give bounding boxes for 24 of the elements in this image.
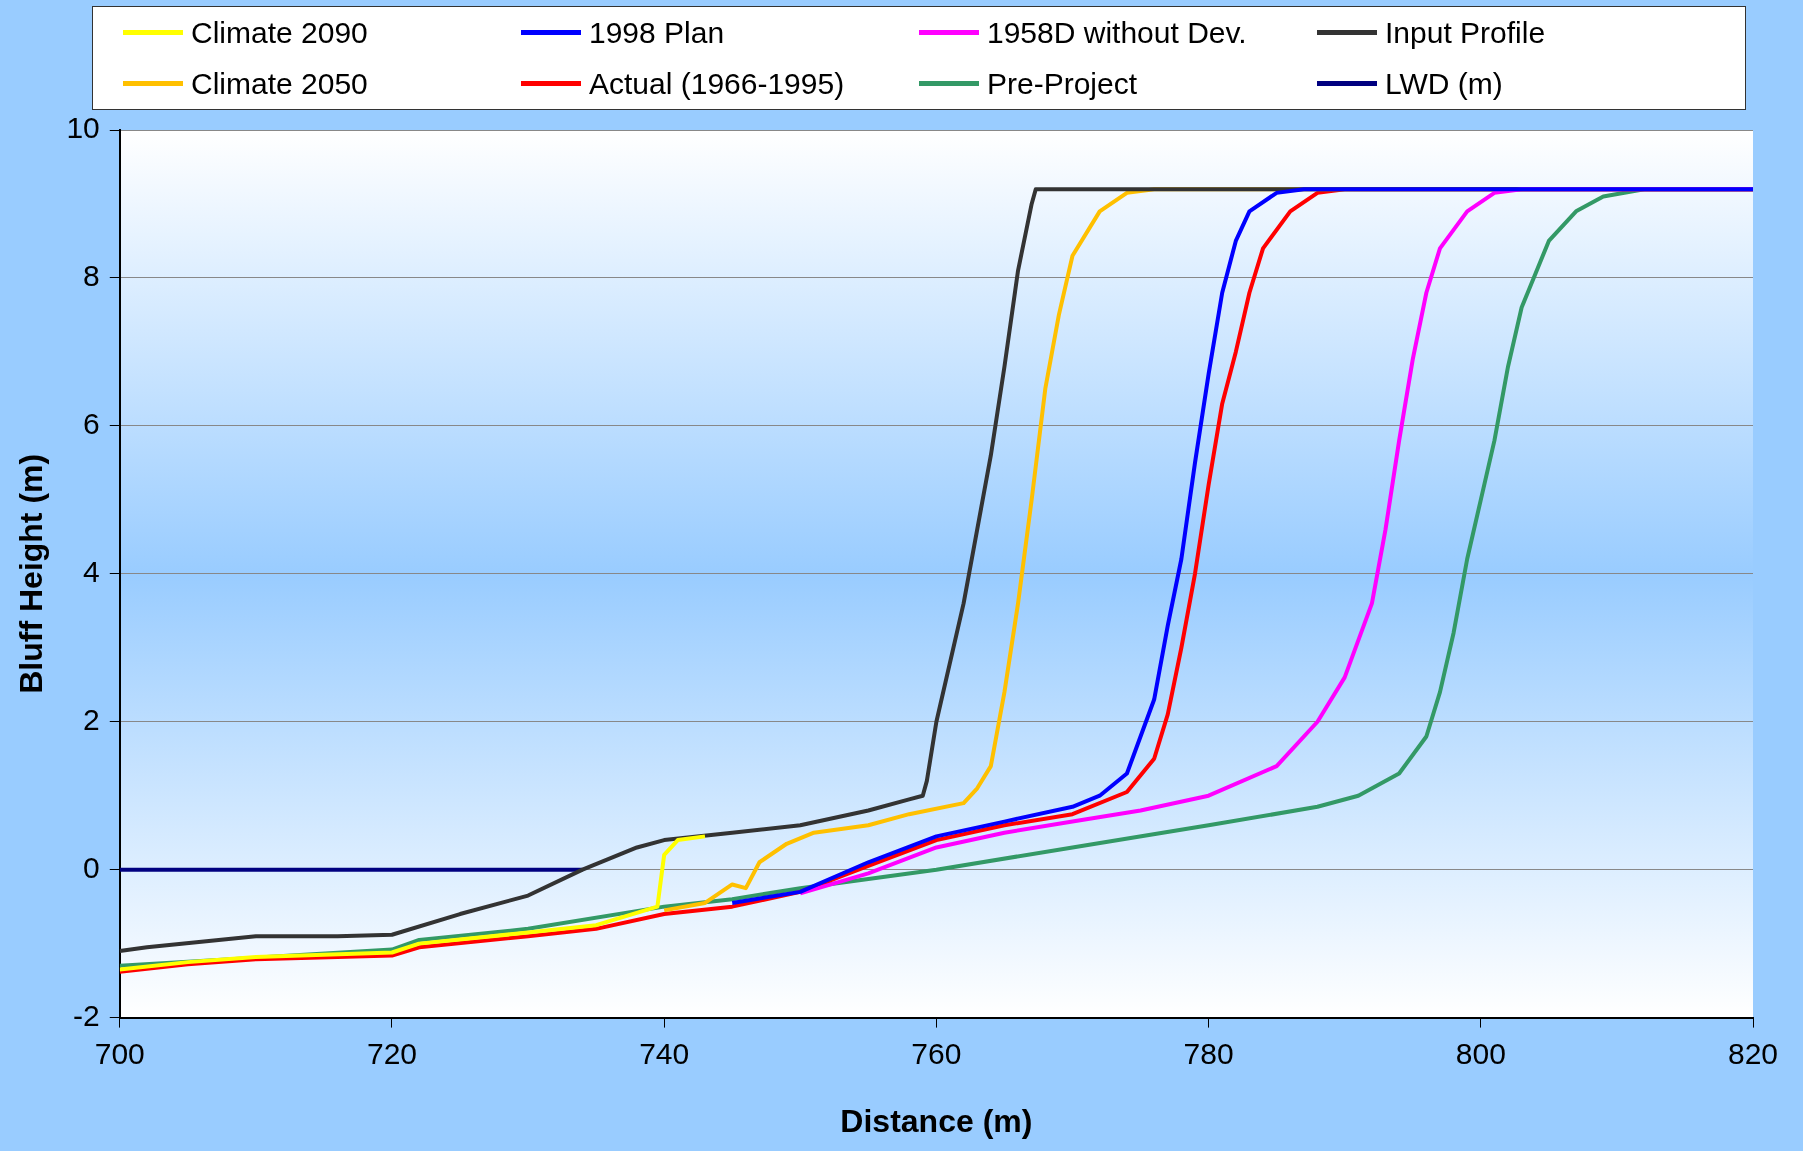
legend-label: 1998 Plan bbox=[589, 15, 725, 50]
y-tick-label: 8 bbox=[83, 259, 100, 293]
x-tick-label: 740 bbox=[639, 1036, 690, 1070]
x-tick-label: 700 bbox=[94, 1036, 145, 1070]
y-tick-label: 0 bbox=[83, 850, 100, 884]
y-axis-title: Bluff Height (m) bbox=[13, 453, 50, 694]
legend-label: Input Profile bbox=[1385, 15, 1546, 50]
legend-label: Actual (1966-1995) bbox=[589, 66, 845, 101]
x-tick-label: 800 bbox=[1455, 1036, 1506, 1070]
legend-label: Pre-Project bbox=[987, 66, 1138, 101]
x-tick-label: 720 bbox=[366, 1036, 418, 1070]
y-tick-label: 4 bbox=[83, 555, 100, 589]
legend-label: Climate 2050 bbox=[191, 66, 368, 101]
legend-label: Climate 2090 bbox=[191, 15, 368, 50]
legend-label: LWD (m) bbox=[1385, 66, 1503, 101]
x-axis-title: Distance (m) bbox=[840, 1102, 1033, 1139]
legend-label: 1958D without Dev. bbox=[987, 15, 1247, 50]
x-tick-label: 760 bbox=[911, 1036, 962, 1070]
x-tick-label: 780 bbox=[1183, 1036, 1234, 1070]
y-tick-label: 6 bbox=[83, 407, 100, 441]
x-tick-label: 820 bbox=[1727, 1036, 1779, 1070]
y-tick-label: 10 bbox=[66, 111, 100, 145]
y-tick-label: 2 bbox=[83, 703, 100, 736]
y-tick-label: -2 bbox=[73, 998, 100, 1032]
